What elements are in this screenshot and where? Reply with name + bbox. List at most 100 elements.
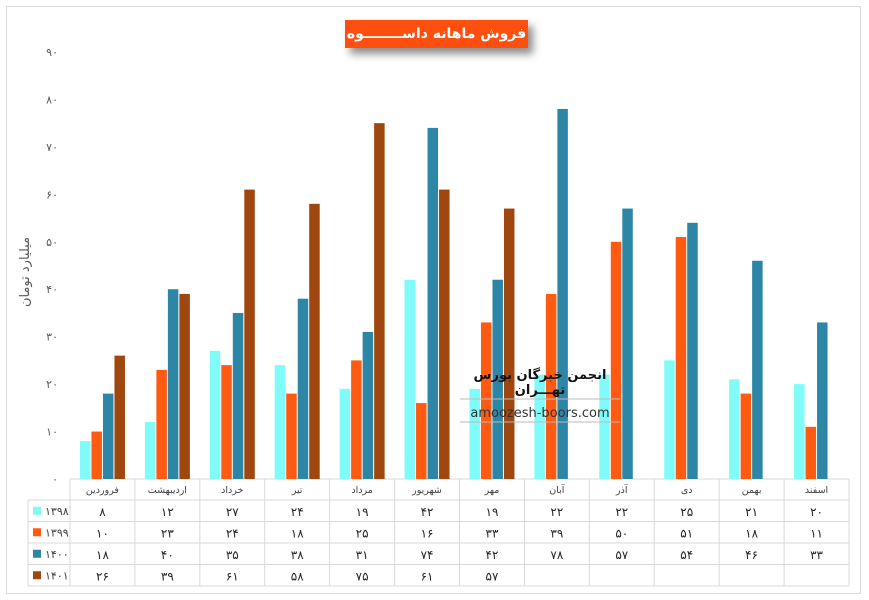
category-label: اردیبهشت [148, 485, 187, 496]
data-label: ۴۰ [161, 548, 174, 562]
data-label: ۴۶ [745, 548, 758, 562]
data-label: ۵۷ [486, 569, 499, 583]
chart-title: فروش ماهانه داســــــــوه [345, 20, 528, 48]
bar [274, 365, 286, 479]
bar [374, 123, 385, 480]
data-label: ۵۱ [680, 526, 693, 540]
bar [91, 431, 102, 479]
bar [439, 189, 450, 480]
category-label: آبان [549, 483, 565, 496]
data-label: ۲۰ [810, 505, 823, 519]
bar [232, 312, 244, 479]
bar [179, 293, 190, 479]
bar [244, 189, 255, 480]
data-label: ۳۸ [291, 548, 304, 562]
data-label: ۱۸ [291, 526, 304, 540]
data-label: ۲۱ [745, 505, 758, 519]
legend-swatch [33, 571, 41, 580]
data-label: ۳۹ [550, 526, 563, 540]
data-label: ۱۲ [161, 505, 174, 519]
category-label: دی [681, 485, 693, 496]
data-table: فروردین اردیبهشت خرداد تیر مرداد شهریور مهر آبا… [27, 479, 850, 587]
bar [687, 222, 698, 480]
bar [297, 298, 309, 479]
data-label: ۷۴ [421, 548, 434, 562]
legend-label: ۱۳۹۹ [45, 526, 69, 539]
y-tick-label: ۲۰ [46, 378, 58, 391]
bar [309, 203, 320, 480]
bar [427, 127, 439, 480]
data-label: ۸ [99, 505, 106, 519]
bar [404, 279, 416, 479]
data-label: ۳۳ [486, 526, 499, 540]
y-tick-label: ۶۰ [46, 188, 58, 201]
legend-swatch [33, 549, 41, 558]
data-label: ۲۲ [615, 505, 628, 519]
legend-label: ۱۴۰۰ [45, 548, 69, 561]
data-label: ۳۵ [226, 548, 239, 562]
bar [362, 331, 374, 479]
data-label: ۲۷ [226, 505, 239, 519]
y-tick-label: ۹۰ [46, 46, 58, 59]
data-label: ۵۴ [680, 548, 693, 562]
bar [209, 350, 221, 479]
watermark-rule-top [460, 398, 620, 400]
data-label: ۵۰ [615, 526, 628, 540]
bar [351, 360, 362, 479]
bar [740, 393, 752, 479]
data-label: ۱۰ [96, 526, 109, 540]
category-label: بهمن [742, 485, 762, 496]
category-label: آذر [615, 483, 628, 496]
legend-label: ۱۴۰۱ [45, 569, 69, 582]
bar [156, 369, 167, 479]
bar [599, 374, 610, 479]
bar [622, 208, 633, 480]
data-label: ۷۵ [356, 569, 369, 583]
bar [339, 388, 351, 479]
data-label: ۵۷ [615, 548, 628, 562]
category-label: مهر [484, 485, 500, 496]
bar [794, 384, 805, 479]
bar [557, 108, 568, 479]
legend-swatch [33, 506, 41, 515]
bar [79, 441, 91, 479]
data-label: ۲۶ [96, 569, 109, 583]
bar [664, 360, 675, 479]
data-label: ۱۸ [745, 526, 758, 540]
data-label: ۲۳ [161, 526, 174, 540]
bar [492, 279, 503, 479]
y-tick-label: ۵۰ [46, 236, 58, 249]
data-label: ۲۲ [550, 505, 563, 519]
bar [221, 365, 232, 479]
data-label: ۱۱ [810, 526, 823, 540]
data-label: ۳۳ [810, 548, 823, 562]
data-label: ۱۹ [486, 505, 499, 519]
data-label: ۱۸ [96, 548, 109, 562]
bar [729, 379, 740, 479]
data-label: ۱۹ [356, 505, 369, 519]
bar [805, 426, 817, 479]
category-label: خرداد [221, 485, 243, 496]
bar [610, 241, 622, 479]
watermark: انجمن خبرگان بورس تهـــران amoozesh-boor… [460, 368, 620, 423]
bar [416, 403, 427, 479]
bar [144, 422, 156, 479]
data-label: ۴۲ [486, 548, 499, 562]
bar [817, 322, 828, 479]
y-tick-label: ۸۰ [46, 93, 58, 106]
legend-swatch [33, 528, 41, 537]
y-tick-label: ۳۰ [46, 331, 58, 344]
data-label: ۴۲ [421, 505, 434, 519]
bar [102, 393, 114, 479]
bar [469, 388, 480, 479]
bar [534, 374, 545, 479]
y-tick-label: ۷۰ [46, 141, 58, 154]
data-label: ۱۶ [421, 526, 434, 540]
data-label: ۷۸ [550, 548, 563, 562]
data-label: ۳۱ [356, 548, 369, 562]
y-tick-label: ۴۰ [46, 283, 58, 296]
data-label: ۲۵ [356, 526, 369, 540]
watermark-rule-bottom [460, 421, 620, 423]
bar [480, 322, 492, 479]
